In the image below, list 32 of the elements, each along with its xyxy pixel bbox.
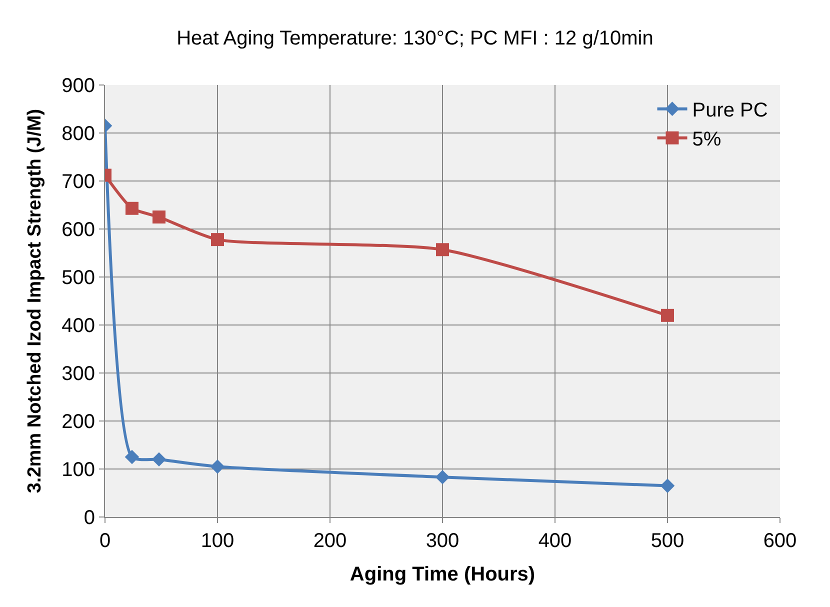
point bbox=[124, 450, 140, 464]
y-tick-label: 700 bbox=[62, 171, 95, 193]
point bbox=[211, 233, 224, 246]
chart-title: Heat Aging Temperature: 130°C; PC MFI : 12 g/10min bbox=[176, 27, 654, 50]
y-tick-label: 900 bbox=[62, 75, 95, 97]
y-axis-title: 3.2mm Notched Izod Impact Strength (J/M) bbox=[24, 108, 46, 494]
point bbox=[210, 459, 225, 474]
legend-label: 5% bbox=[692, 128, 722, 151]
point bbox=[152, 452, 166, 467]
y-tick-label: 800 bbox=[62, 123, 95, 145]
y-tick-label: 400 bbox=[62, 315, 95, 337]
point bbox=[126, 202, 138, 215]
y-tick-label: 300 bbox=[62, 363, 95, 385]
x-tick-label: 200 bbox=[313, 530, 347, 552]
y-tick-label: 0 bbox=[84, 507, 95, 529]
legend-label: Pure PC bbox=[692, 100, 768, 122]
point bbox=[435, 470, 450, 484]
point bbox=[661, 308, 674, 322]
y-tick-label: 600 bbox=[62, 219, 95, 241]
x-tick-label: 0 bbox=[99, 530, 111, 552]
x-tick-label: 400 bbox=[538, 530, 572, 552]
x-tick-label: 600 bbox=[763, 530, 797, 552]
x-axis-title: Aging Time (Hours) bbox=[350, 564, 536, 586]
point bbox=[152, 210, 166, 224]
point bbox=[436, 243, 449, 256]
x-tick-label: 100 bbox=[200, 530, 234, 552]
point bbox=[660, 478, 675, 493]
x-tick-label: 300 bbox=[426, 530, 460, 552]
y-tick-label: 200 bbox=[62, 411, 95, 433]
y-tick-label: 500 bbox=[62, 267, 95, 289]
y-tick-label: 100 bbox=[62, 459, 95, 481]
x-tick-label: 500 bbox=[650, 530, 684, 552]
